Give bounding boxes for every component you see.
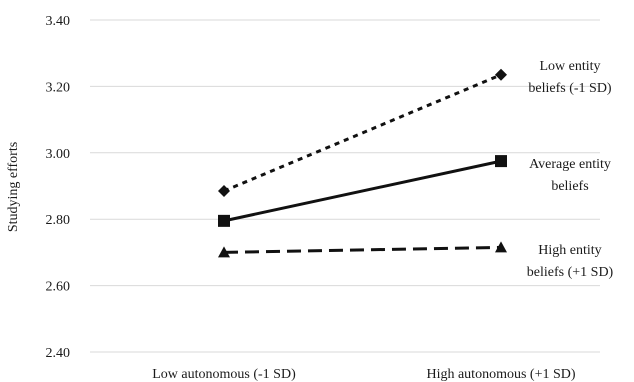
square-marker [218, 214, 230, 227]
y-tick-label: 2.60 [46, 280, 71, 295]
diamond-marker [495, 68, 507, 81]
series-label: beliefs [551, 179, 588, 194]
x-category-label: Low autonomous (-1 SD) [152, 367, 296, 382]
y-axis-title: Studying efforts [6, 142, 21, 232]
triangle-marker [495, 241, 507, 253]
series-label: beliefs (-1 SD) [528, 81, 612, 96]
square-marker [495, 155, 507, 168]
y-tick-label: 2.80 [46, 213, 71, 228]
series-group [218, 68, 507, 258]
y-tick-label: 3.20 [46, 80, 71, 95]
x-axis-categories: Low autonomous (-1 SD) High autonomous (+… [152, 367, 576, 382]
y-tick-label: 2.40 [46, 346, 71, 361]
triangle-marker [218, 246, 230, 258]
series-label: beliefs (+1 SD) [527, 265, 614, 280]
gridlines [90, 19, 600, 353]
series-labels: Low entity beliefs (-1 SD) Average entity b… [527, 59, 614, 280]
series-label: Low entity [539, 59, 600, 74]
y-tick-label: 3.00 [46, 147, 71, 162]
series-label: High entity [538, 243, 601, 258]
series-label: Average entity [529, 157, 611, 172]
diamond-marker [218, 184, 230, 197]
y-axis-ticks: 2.40 2.60 2.80 3.00 3.20 3.40 [46, 14, 71, 361]
series-line [223, 159, 502, 223]
series-line [223, 245, 502, 254]
y-tick-label: 3.40 [46, 14, 71, 29]
series-line [223, 73, 502, 193]
x-category-label: High autonomous (+1 SD) [426, 367, 575, 382]
